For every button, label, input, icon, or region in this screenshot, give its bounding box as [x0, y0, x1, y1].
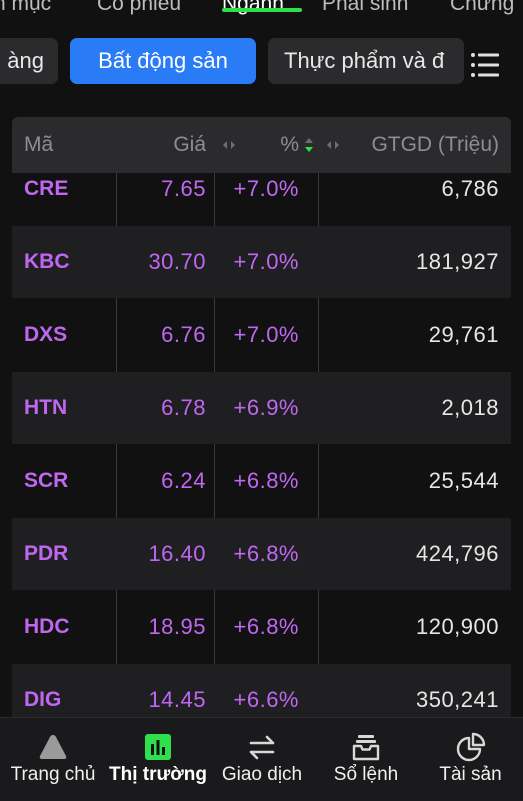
stock-code: KBC [24, 250, 70, 273]
stock-code: PDR [24, 542, 69, 565]
stock-change-percent: +6.8% [233, 468, 299, 493]
column-divider [318, 173, 319, 717]
header-price[interactable]: Giá [173, 133, 206, 156]
arrows-icon [249, 735, 275, 760]
chip-real-estate[interactable]: Bất động sản [70, 38, 256, 84]
chip-food-beverage[interactable]: Thực phẩm và đ [268, 38, 464, 84]
bottom-navigation: Trang chủ Thị trường Giao dịch Sổ lệnh T… [0, 717, 523, 801]
bar-chart-icon [145, 734, 171, 760]
top-tabs: n mục Cổ phiếu Ngành Phái sinh Chứng [0, 0, 523, 20]
header-code[interactable]: Mã [24, 133, 54, 156]
stock-change-percent: +6.9% [233, 395, 299, 420]
stock-code: CRE [24, 177, 69, 200]
nav-label: Thị trường [109, 764, 207, 785]
stock-code: HTN [24, 396, 68, 419]
stock-price: 18.95 [148, 614, 206, 639]
table-header: Mã Giá % GTGD (Triệu) [12, 117, 511, 173]
triangle-icon [39, 735, 67, 759]
nav-label: Tài sản [439, 764, 502, 785]
table-row[interactable]: HTN 6.78 +6.9% 2,018 [12, 372, 511, 444]
nav-label: Trang chủ [10, 764, 96, 785]
nav-label: Giao dịch [221, 764, 303, 785]
stock-price: 6.76 [161, 322, 206, 347]
stock-trading-value: 120,900 [415, 614, 499, 639]
stock-change-percent: +7.0% [233, 322, 299, 347]
column-divider [116, 173, 117, 717]
table-row[interactable]: PDR 16.40 +6.8% 424,796 [12, 518, 511, 590]
column-resize-icon[interactable] [326, 139, 340, 151]
stock-code: SCR [24, 469, 69, 492]
header-percent[interactable]: % [280, 133, 299, 156]
table-row[interactable]: HDC 18.95 +6.8% 120,900 [12, 591, 511, 663]
nav-market[interactable]: Thị trường [106, 718, 210, 801]
stock-trading-value: 29,761 [428, 322, 499, 347]
table-row[interactable]: SCR 6.24 +6.8% 25,544 [12, 445, 511, 517]
stock-trading-value: 350,241 [415, 687, 499, 712]
table-row[interactable]: DIG 14.45 +6.6% 350,241 [12, 664, 511, 717]
stock-price: 6.78 [161, 395, 206, 420]
active-tab-indicator [222, 8, 302, 12]
tab-certificates[interactable]: Chứng [450, 0, 515, 15]
pie-chart-icon [456, 732, 485, 762]
table-row[interactable]: DXS 6.76 +7.0% 29,761 [12, 299, 511, 371]
stock-change-percent: +6.6% [233, 687, 299, 712]
chip-banking[interactable]: àng [0, 38, 58, 84]
tray-icon [352, 735, 380, 761]
stock-code: DXS [24, 323, 68, 346]
table-row[interactable]: CRE 7.65 +7.0% 6,786 [12, 173, 511, 225]
tab-derivatives[interactable]: Phái sinh [322, 0, 409, 15]
stock-change-percent: +7.0% [233, 176, 299, 201]
stock-list: CRE 7.65 +7.0% 6,786 KBC 30.70 +7.0% 181… [12, 173, 511, 717]
nav-orders[interactable]: Sổ lệnh [314, 718, 418, 801]
table-row[interactable]: KBC 30.70 +7.0% 181,927 [12, 226, 511, 298]
stock-trading-value: 424,796 [415, 541, 499, 566]
header-trading-value[interactable]: GTGD (Triệu) [371, 133, 499, 156]
stock-price: 6.24 [161, 468, 206, 493]
column-divider [214, 173, 215, 717]
stock-change-percent: +7.0% [233, 249, 299, 274]
nav-home[interactable]: Trang chủ [0, 718, 106, 801]
stock-price: 7.65 [161, 176, 206, 201]
tab-stocks[interactable]: Cổ phiếu [97, 0, 182, 15]
nav-assets[interactable]: Tài sản [418, 718, 523, 801]
tab-watchlist[interactable]: n mục [0, 0, 52, 15]
industry-chip-row: àng Bất động sản Thực phẩm và đ [0, 38, 523, 84]
stock-trading-value: 6,786 [441, 176, 499, 201]
stock-code: DIG [24, 688, 62, 711]
stock-change-percent: +6.8% [233, 614, 299, 639]
nav-trade[interactable]: Giao dịch [210, 718, 314, 801]
stock-price: 16.40 [148, 541, 206, 566]
nav-label: Sổ lệnh [333, 764, 399, 785]
stock-trading-value: 181,927 [415, 249, 499, 274]
stock-trading-value: 25,544 [428, 468, 499, 493]
sort-icon[interactable] [304, 137, 314, 153]
column-resize-icon[interactable] [222, 139, 236, 151]
stock-code: HDC [24, 615, 70, 638]
stock-price: 14.45 [148, 687, 206, 712]
stock-price: 30.70 [148, 249, 206, 274]
list-icon[interactable] [470, 52, 500, 78]
stock-trading-value: 2,018 [441, 395, 499, 420]
stock-change-percent: +6.8% [233, 541, 299, 566]
